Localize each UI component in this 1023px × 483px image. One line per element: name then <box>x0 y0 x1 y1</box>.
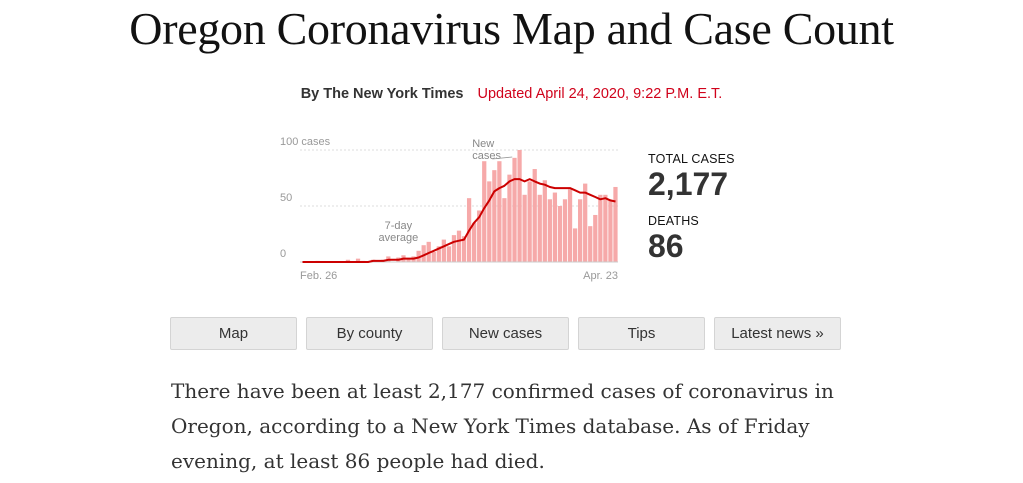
byline-row: By The New York Times Updated April 24, … <box>0 86 1023 102</box>
by-county-button[interactable]: By county <box>306 317 433 350</box>
bar <box>537 194 542 262</box>
bar <box>567 189 573 262</box>
bar <box>527 181 532 262</box>
bar <box>542 180 547 262</box>
bar <box>441 239 446 262</box>
x-label-end: Apr. 23 <box>583 270 618 282</box>
bar <box>355 258 361 262</box>
bar <box>517 150 522 262</box>
map-button[interactable]: Map <box>170 317 297 350</box>
annotation-new-cases: New <box>472 138 494 150</box>
updated-timestamp: Updated April 24, 2020, 9:22 P.M. E.T. <box>477 86 723 102</box>
bar <box>446 246 452 262</box>
bar <box>472 222 477 262</box>
bar <box>477 210 482 262</box>
bar <box>572 228 578 262</box>
bar <box>416 250 421 262</box>
bar <box>431 251 436 262</box>
bar <box>482 161 487 262</box>
bar <box>532 169 537 262</box>
bar <box>583 183 588 262</box>
bar <box>522 194 527 262</box>
bar <box>497 161 502 262</box>
bar <box>456 230 462 262</box>
bar <box>436 246 441 262</box>
stats-panel: TOTAL CASES 2,177 DEATHS 86 <box>648 152 735 264</box>
section-nav: Map By county New cases Tips Latest news… <box>170 317 841 350</box>
x-label-start: Feb. 26 <box>300 270 337 282</box>
average-line <box>302 178 616 263</box>
bar <box>547 199 552 262</box>
bar <box>588 226 593 262</box>
bar <box>512 157 517 262</box>
y-tick-label: 50 <box>280 192 292 204</box>
bar <box>608 200 613 262</box>
annotation-7-day-average: average <box>379 232 419 244</box>
bar <box>406 258 411 262</box>
deaths-value: 86 <box>648 228 684 264</box>
bar <box>578 199 583 262</box>
total-cases-value: 2,177 <box>648 166 729 202</box>
bar <box>487 181 492 262</box>
bar <box>507 174 512 262</box>
bar <box>421 245 426 262</box>
bar <box>557 206 563 262</box>
annotation-new-cases: cases <box>472 150 501 162</box>
bar <box>562 199 568 262</box>
new-cases-button[interactable]: New cases <box>442 317 569 350</box>
bar <box>492 170 497 262</box>
bar <box>613 186 618 262</box>
tips-button[interactable]: Tips <box>578 317 705 350</box>
bar <box>502 198 507 262</box>
deaths-label: DEATHS <box>648 214 699 228</box>
bar <box>593 214 598 262</box>
bar <box>345 259 351 262</box>
bar <box>451 235 457 262</box>
annotation-leader <box>492 156 513 160</box>
annotation-7-day-average: 7-day <box>385 220 413 232</box>
total-cases-label: TOTAL CASES <box>648 152 735 166</box>
y-tick-label: 100 cases <box>280 136 331 148</box>
bar <box>603 194 608 262</box>
page-title: Oregon Coronavirus Map and Case Count <box>129 3 894 54</box>
byline: By The New York Times <box>300 86 464 102</box>
bar <box>598 194 603 262</box>
summary-paragraph: There have been at least 2,177 confirmed… <box>171 379 834 473</box>
bar <box>552 192 558 262</box>
latest-news-button[interactable]: Latest news » <box>714 317 841 350</box>
bar <box>461 236 467 262</box>
y-tick-label: 0 <box>280 248 286 260</box>
